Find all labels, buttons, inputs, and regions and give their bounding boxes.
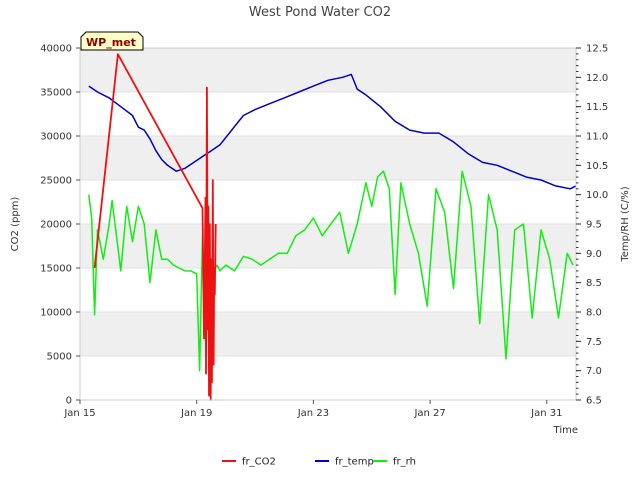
- right-tick-label: 8.5: [586, 278, 602, 289]
- legend-label: fr_rh: [393, 457, 416, 468]
- x-tick-label: Jan 23: [297, 408, 329, 419]
- site-badge-shape: [80, 31, 144, 51]
- right-tick-label: 7.0: [586, 366, 602, 377]
- left-tick-label: 10000: [40, 308, 72, 319]
- right-tick-label: 10.0: [586, 190, 608, 201]
- left-tick-label: 35000: [40, 88, 72, 99]
- series-line-fr-temp: [88, 73, 577, 190]
- right-tick-label: 10.5: [586, 161, 608, 172]
- y-axis-left-label: CO2 (ppm): [10, 197, 21, 252]
- x-tick-label: Jan 19: [180, 408, 212, 419]
- right-tick-label: 11.5: [586, 102, 608, 113]
- plot-series: [88, 53, 577, 401]
- x-axis-ticks: Jan 15 Jan 19 Jan 23 Jan 27 Jan 31: [63, 400, 562, 419]
- left-axis-ticks: 0 5000 10000 15000 20000 25000 30000 35000 40000: [40, 44, 80, 407]
- right-tick-label: 6.5: [586, 396, 602, 407]
- left-tick-label: 5000: [47, 352, 72, 363]
- x-tick-label: Jan 15: [63, 408, 95, 419]
- left-tick-label: 0: [66, 396, 72, 407]
- left-tick-label: 25000: [40, 176, 72, 187]
- left-tick-label: 20000: [40, 220, 72, 231]
- background-band: [80, 48, 576, 92]
- legend: fr_CO2 fr_temp fr_rh: [222, 457, 416, 468]
- site-badge-label: WP_met: [86, 36, 136, 49]
- right-tick-label: 12.5: [586, 44, 608, 55]
- left-tick-label: 30000: [40, 132, 72, 143]
- y-axis-right-label: Temp/RH (C/%): [620, 186, 631, 262]
- x-axis-label: Time: [553, 425, 578, 436]
- right-tick-label: 9.5: [586, 220, 602, 231]
- legend-label: fr_temp: [335, 457, 374, 468]
- right-axis-ticks: 6.5 7.0 7.5 8.0 8.5 9.0 9.5 10.0 10.5 11.0 11.5 12.…: [576, 44, 608, 407]
- left-tick-label: 40000: [40, 44, 72, 55]
- chart-title: West Pond Water CO2: [249, 5, 391, 20]
- background-band: [80, 312, 576, 356]
- legend-label: fr_CO2: [242, 457, 276, 468]
- background-band: [80, 136, 576, 180]
- right-tick-label: 8.0: [586, 308, 602, 319]
- left-tick-label: 15000: [40, 264, 72, 275]
- right-tick-label: 11.0: [586, 132, 608, 143]
- site-badge: WP_met: [80, 31, 144, 51]
- x-tick-label: Jan 31: [530, 408, 562, 419]
- series-line-fr-rh: [88, 170, 574, 372]
- series-line-fr-co2: [93, 53, 217, 401]
- x-tick-label: Jan 27: [413, 408, 445, 419]
- right-tick-label: 9.0: [586, 249, 602, 260]
- right-tick-label: 7.5: [586, 337, 602, 348]
- right-tick-label: 12.0: [586, 73, 608, 84]
- background-bands: [80, 48, 576, 356]
- background-band: [80, 224, 576, 268]
